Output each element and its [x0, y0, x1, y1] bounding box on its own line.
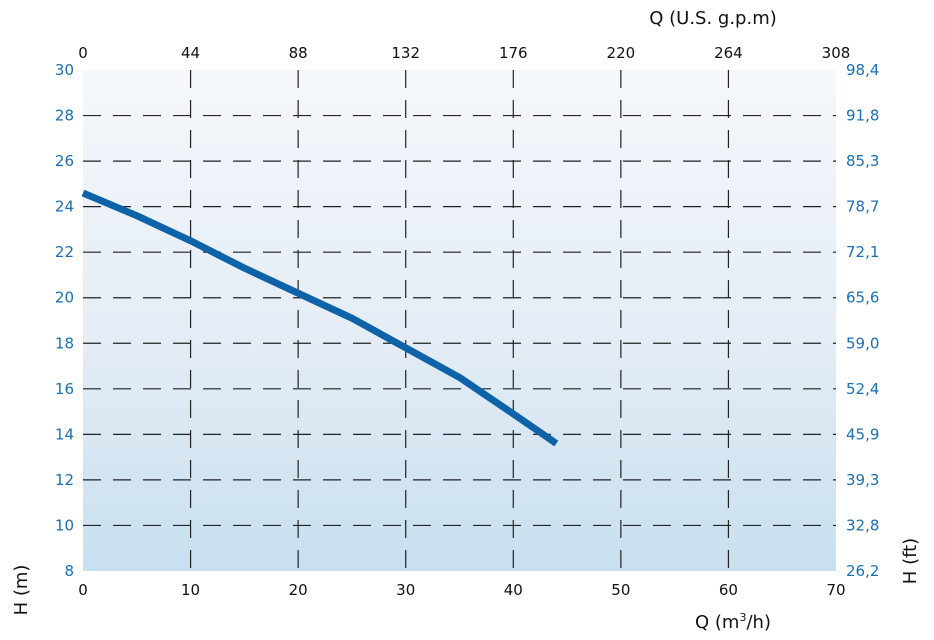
bottom-axis-title: Q (m3/h) — [695, 611, 771, 633]
performance-curve — [81, 189, 559, 447]
y-left-tick-label: 14 — [55, 425, 74, 443]
y-left-tick-label: 10 — [55, 516, 74, 534]
y-right-tick-label: 45,9 — [846, 425, 879, 443]
x-bottom-tick-label: 70 — [826, 581, 845, 599]
y-left-tick-label: 20 — [55, 289, 74, 307]
y-left-tick-label: 26 — [55, 152, 74, 170]
x-top-tick-label: 132 — [391, 44, 420, 62]
y-right-tick-label: 72,1 — [846, 243, 879, 261]
x-bottom-tick-label: 20 — [289, 581, 308, 599]
y-right-tick-label: 65,6 — [846, 289, 879, 307]
y-right-tick-label: 85,3 — [846, 152, 879, 170]
x-top-tick-label: 220 — [607, 44, 636, 62]
y-right-tick-label: 98,4 — [846, 61, 879, 79]
tick-labels: 0 0 10 44 20 88 30 132 40 176 50 220 60 264 70 308 8 26,2… — [55, 44, 880, 599]
y-right-tick-label: 59,0 — [846, 334, 879, 352]
y-right-tick-label: 26,2 — [846, 562, 879, 580]
bottom-axis-title-sup: 3 — [739, 611, 746, 624]
y-left-tick-label: 28 — [55, 107, 74, 125]
left-axis-title: H (m) — [11, 565, 32, 616]
right-axis-title: H (ft) — [900, 538, 921, 584]
y-left-tick-label: 16 — [55, 380, 74, 398]
y-left-tick-label: 30 — [55, 61, 74, 79]
plot-area-background — [83, 70, 836, 571]
bottom-axis-title-prefix: Q (m — [695, 612, 739, 633]
y-left-tick-label: 8 — [64, 562, 74, 580]
y-left-tick-label: 22 — [55, 243, 74, 261]
y-right-tick-label: 78,7 — [846, 198, 879, 216]
curve-layer — [81, 189, 559, 447]
top-axis-title: Q (U.S. g.p.m) — [649, 8, 777, 29]
x-bottom-tick-label: 0 — [78, 581, 88, 599]
bottom-axis-title-suffix: /h) — [746, 612, 771, 633]
x-top-tick-label: 44 — [181, 44, 200, 62]
x-top-tick-label: 264 — [714, 44, 743, 62]
x-top-tick-label: 0 — [78, 44, 88, 62]
y-left-tick-label: 24 — [55, 198, 74, 216]
x-bottom-tick-label: 40 — [504, 581, 523, 599]
y-left-tick-label: 12 — [55, 471, 74, 489]
x-bottom-tick-label: 50 — [611, 581, 630, 599]
x-top-tick-label: 88 — [289, 44, 308, 62]
y-right-tick-label: 91,8 — [846, 107, 879, 125]
x-bottom-tick-label: 60 — [719, 581, 738, 599]
y-right-tick-label: 39,3 — [846, 471, 879, 489]
y-right-tick-label: 32,8 — [846, 516, 879, 534]
x-bottom-tick-label: 30 — [396, 581, 415, 599]
y-right-tick-label: 52,4 — [846, 380, 879, 398]
x-top-tick-label: 308 — [822, 44, 851, 62]
x-bottom-tick-label: 10 — [181, 581, 200, 599]
x-top-tick-label: 176 — [499, 44, 528, 62]
y-left-tick-label: 18 — [55, 334, 74, 352]
